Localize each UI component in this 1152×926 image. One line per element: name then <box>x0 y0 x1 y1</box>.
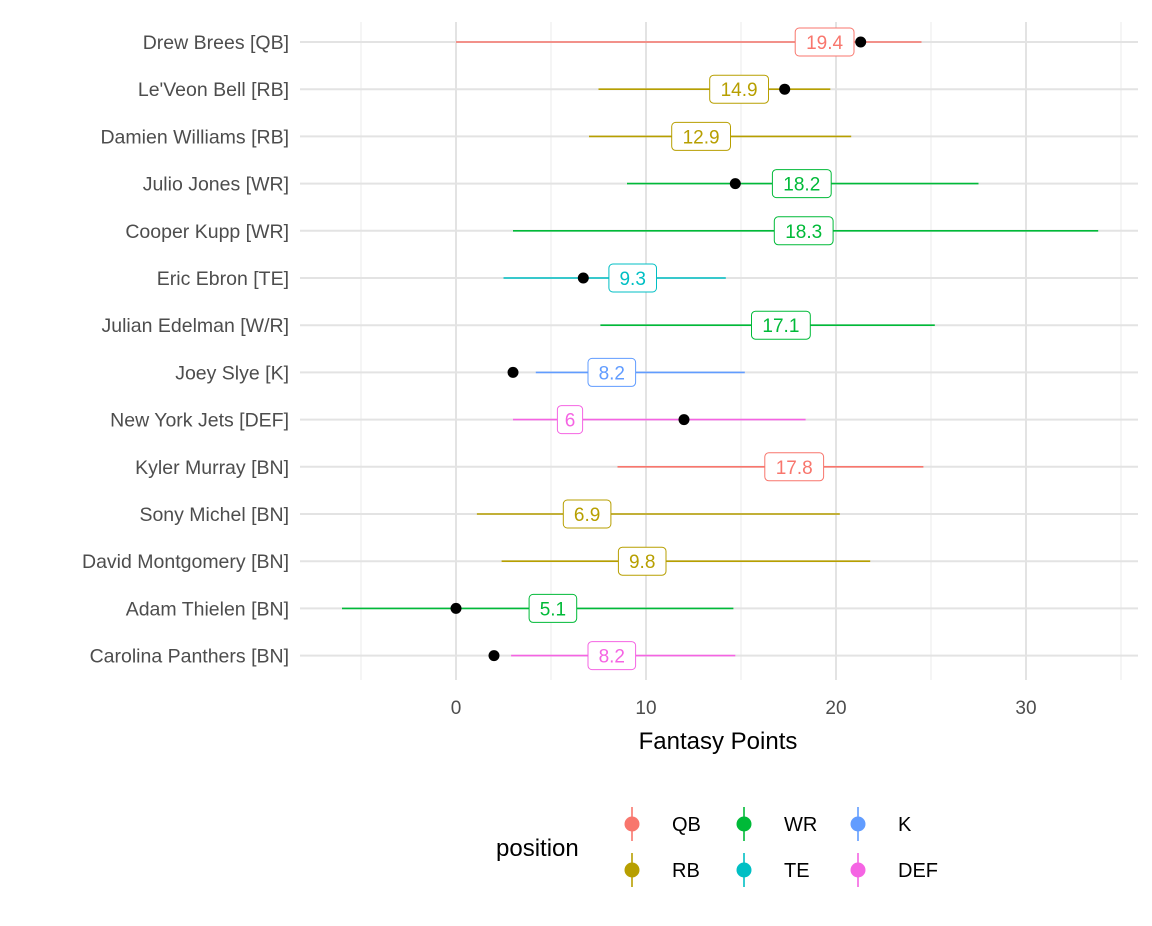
actual-point <box>488 650 500 662</box>
projection-label: 8.2 <box>599 647 625 668</box>
legend-key-dot <box>850 862 866 878</box>
projection-label-box <box>794 27 855 57</box>
actual-point <box>678 414 690 426</box>
projection-label-box <box>773 216 834 246</box>
legend-item: WR <box>736 807 817 841</box>
player-row: 6.9 <box>476 499 840 529</box>
actual-point <box>450 602 462 614</box>
player-row: 8.2 <box>488 641 736 671</box>
legend-item: TE <box>736 853 810 887</box>
player-label: Julio Jones [WR] <box>143 174 289 196</box>
projection-label: 9.8 <box>629 552 655 573</box>
projection-label-box <box>528 593 578 623</box>
legend-item: K <box>850 807 912 841</box>
actual-point <box>729 178 741 190</box>
player-label: Julian Edelman [W/R] <box>102 315 290 337</box>
projection-label-box <box>608 263 658 293</box>
projection-label-box <box>771 169 832 199</box>
legend-label: RB <box>672 860 700 882</box>
legend-key-dot <box>850 816 866 832</box>
projection-label-box <box>709 74 770 104</box>
x-tick-label: 0 <box>451 698 462 719</box>
player-row: 9.3 <box>503 263 726 293</box>
player-label: Carolina Panthers [BN] <box>90 646 289 668</box>
projection-label: 17.1 <box>762 316 799 337</box>
legend-key-dot <box>736 816 752 832</box>
player-label: David Montgomery [BN] <box>82 551 289 573</box>
legend-title: position <box>496 835 579 862</box>
x-tick-label: 10 <box>635 698 656 719</box>
projection-label-box <box>671 121 732 151</box>
x-tick-label: 30 <box>1015 698 1036 719</box>
projection-label-box <box>617 546 667 576</box>
projection-label: 6 <box>565 411 576 432</box>
legend-item: DEF <box>850 853 938 887</box>
legend-label: WR <box>784 814 817 836</box>
player-row: 18.2 <box>627 169 979 199</box>
projection-label-box <box>764 452 825 482</box>
actual-point <box>779 83 791 95</box>
actual-point <box>507 366 519 378</box>
legend: position QB WR K RB TE DEF <box>496 807 938 887</box>
player-label: Sony Michel [BN] <box>139 504 289 526</box>
player-label: Damien Williams [RB] <box>100 126 289 148</box>
projection-label: 18.2 <box>783 175 820 196</box>
player-row: 17.8 <box>617 452 924 482</box>
projection-label-box <box>562 499 612 529</box>
player-row: 6 <box>513 405 806 435</box>
player-label: Cooper Kupp [WR] <box>125 221 289 243</box>
projection-label: 18.3 <box>785 222 822 243</box>
projection-label: 5.1 <box>540 599 566 620</box>
player-label: Kyler Murray [BN] <box>135 457 289 479</box>
projection-label: 17.8 <box>776 458 813 479</box>
projection-label: 19.4 <box>806 33 843 54</box>
player-row: 14.9 <box>598 74 831 104</box>
x-axis-title: Fantasy Points <box>639 728 798 755</box>
legend-key-dot <box>624 862 640 878</box>
player-row: 8.2 <box>507 357 745 387</box>
legend-item: RB <box>624 853 700 887</box>
x-axis-tick-labels: 0 10 20 30 <box>451 698 1037 719</box>
player-row: 18.3 <box>513 216 1099 246</box>
projection-label: 6.9 <box>574 505 600 526</box>
legend-label: QB <box>672 814 701 836</box>
legend-label: TE <box>784 860 810 882</box>
player-row: 5.1 <box>342 593 734 623</box>
data-rows: 19.4 14.9 12.9 18.2 18.3 9.3 17.1 8.2 6 17.8 6.9 9.… <box>342 27 1099 671</box>
player-label: New York Jets [DEF] <box>110 410 289 432</box>
legend-label: DEF <box>898 860 938 882</box>
projection-label-box <box>751 310 811 340</box>
player-label: Adam Thielen [BN] <box>126 598 289 620</box>
legend-key-dot <box>624 816 640 832</box>
player-label: Joey Slye [K] <box>175 362 289 384</box>
x-tick-label: 20 <box>825 698 846 719</box>
player-row: 17.1 <box>600 310 935 340</box>
actual-point <box>855 36 867 48</box>
projection-label: 12.9 <box>683 127 720 148</box>
player-row: 12.9 <box>589 121 852 151</box>
player-label: Eric Ebron [TE] <box>157 268 289 290</box>
legend-label: K <box>898 814 912 836</box>
player-row: 19.4 <box>456 27 922 57</box>
y-axis-labels: Drew Brees [QB] Le'Veon Bell [RB] Damien W… <box>82 32 289 668</box>
projection-label: 9.3 <box>619 269 645 290</box>
projection-label-box <box>587 641 637 671</box>
actual-point <box>577 272 589 284</box>
legend-item: QB <box>624 807 701 841</box>
projection-label: 8.2 <box>599 363 625 384</box>
projection-label: 14.9 <box>721 80 758 101</box>
player-label: Le'Veon Bell [RB] <box>138 79 289 101</box>
player-row: 9.8 <box>501 546 871 576</box>
player-label: Drew Brees [QB] <box>143 32 289 54</box>
legend-key-dot <box>736 862 752 878</box>
projection-label-box <box>556 405 584 435</box>
projection-label-box <box>587 357 637 387</box>
grid <box>300 22 1138 680</box>
